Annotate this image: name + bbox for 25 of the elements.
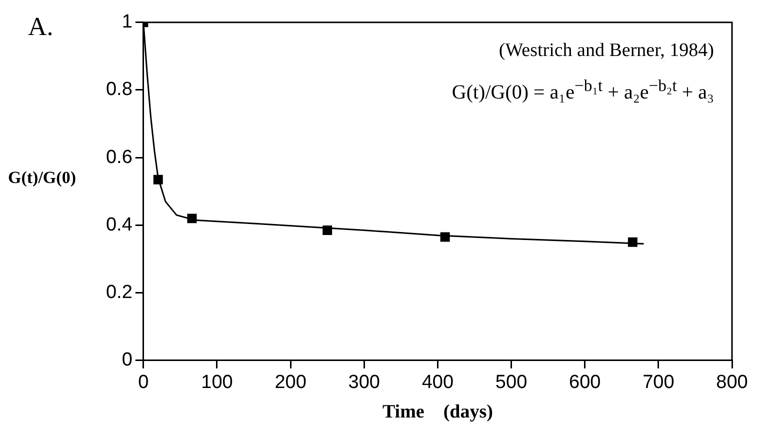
x-tick-label: 700 [642, 372, 674, 394]
y-tick-label: 0.8 [106, 79, 132, 100]
x-tick-label: 100 [201, 372, 233, 394]
annotation: (Westrich and Berner, 1984) [498, 40, 714, 62]
y-tick-label: 0 [122, 350, 132, 371]
point [153, 174, 163, 184]
y-tick-label: 0.6 [106, 146, 132, 168]
point [440, 232, 450, 242]
x-tick-label: 800 [716, 372, 748, 394]
point [628, 237, 638, 247]
x-tick-label: 600 [569, 372, 601, 394]
x-tick-label: 300 [348, 372, 380, 394]
x-axis-title: Time (days) [382, 402, 493, 423]
x-tick-label: 400 [422, 372, 454, 394]
annotation: G(t)/G(0) = a₁e$^{−b₁t}$ + a₂e$^{−b₂t}$ + a₃ [452, 76, 714, 105]
point [322, 226, 332, 236]
y-tick-label: 1 [122, 12, 132, 33]
point [187, 214, 197, 224]
text: A. [28, 12, 54, 42]
y-axis-title: G(t)/G(0) [8, 168, 76, 188]
x-tick-label: 200 [274, 372, 306, 394]
x-tick-label: 0 [138, 372, 149, 394]
x-tick-label: 500 [495, 372, 528, 394]
y-tick-label: 0.2 [106, 282, 132, 304]
y-tick-label: 0.4 [106, 214, 133, 236]
